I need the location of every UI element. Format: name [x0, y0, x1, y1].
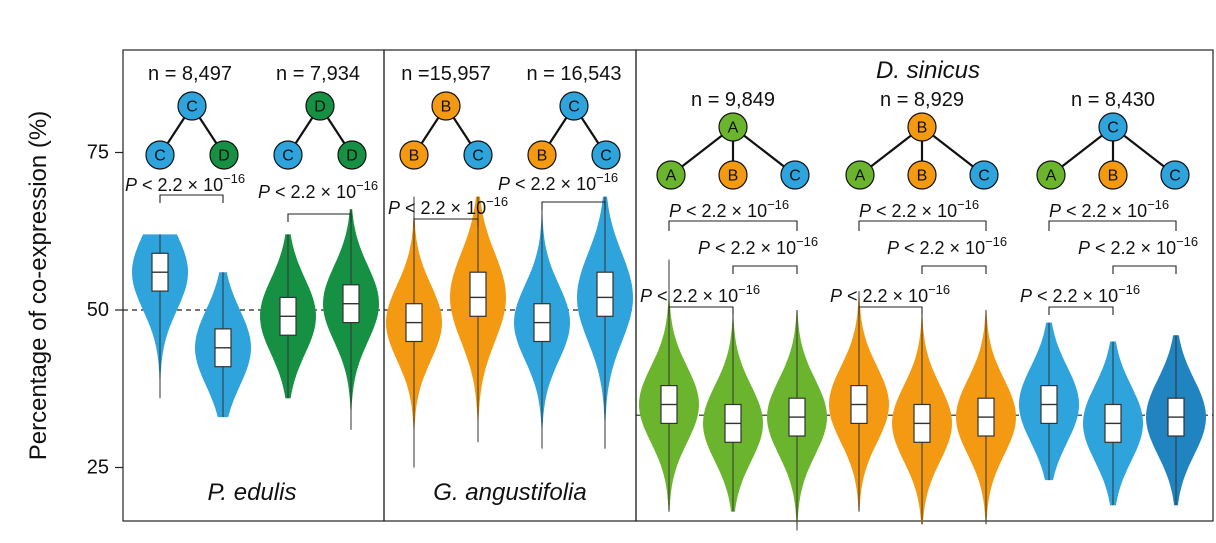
- panel-frame: [635, 49, 1214, 522]
- tree-node-B: [907, 160, 937, 190]
- tree-node-label: C: [600, 148, 612, 165]
- significance-bracket: [287, 213, 352, 222]
- y-tick-label: 50: [87, 299, 109, 321]
- tree-node-C: [177, 91, 207, 121]
- tree-node-A: [656, 160, 686, 190]
- tree-node-A: [1036, 160, 1066, 190]
- y-tick-label: 25: [87, 457, 109, 479]
- species-label: P. edulis: [208, 479, 297, 506]
- y-axis-label: Percentage of co-expression (%): [25, 111, 52, 461]
- significance-bracket: [858, 306, 923, 315]
- significance-bracket: [541, 201, 606, 210]
- pvalue-label: P < 2.2 × 10−16: [1049, 197, 1169, 221]
- tree-node-B: [527, 140, 557, 170]
- tree-node-label: D: [314, 99, 326, 116]
- pvalue-label: P < 2.2 × 10−16: [125, 171, 245, 195]
- y-tick-label: 75: [87, 142, 109, 164]
- tree-node-label: D: [346, 148, 358, 165]
- significance-bracket: [1112, 265, 1177, 274]
- pvalue-label: P < 2.2 × 10−16: [669, 197, 789, 221]
- tree-node-label: B: [917, 168, 928, 185]
- tree-node-label: B: [441, 99, 452, 116]
- tree-node-label: C: [472, 148, 484, 165]
- significance-bracket: [668, 220, 798, 231]
- pvalue-label: P < 2.2 × 10−16: [640, 282, 760, 306]
- tree-node-C: [1098, 112, 1128, 142]
- significance-bracket: [413, 218, 479, 227]
- tree-node-label: B: [537, 148, 548, 165]
- tree-node-label: C: [789, 168, 801, 185]
- n-label: n = 8,430: [1071, 89, 1155, 111]
- significance-bracket: [858, 220, 987, 231]
- tree-node-C: [559, 91, 589, 121]
- tree-node-C: [969, 160, 999, 190]
- tree-node-B: [399, 140, 429, 170]
- tree-node-label: C: [568, 99, 580, 116]
- tree-node-label: C: [186, 99, 198, 116]
- species-label: D. sinicus: [876, 57, 980, 84]
- n-label: n = 8,929: [880, 89, 964, 111]
- tree-node-label: A: [728, 120, 739, 137]
- tree-node-B: [718, 160, 748, 190]
- n-label: n =15,957: [401, 63, 491, 85]
- n-label: n = 9,849: [691, 89, 775, 111]
- pvalue-label: P < 2.2 × 10−16: [698, 234, 818, 258]
- pvalue-label: P < 2.2 × 10−16: [258, 178, 378, 202]
- tree-node-C: [591, 140, 621, 170]
- species-label: G. angustifolia: [433, 479, 586, 506]
- tree-node-label: C: [282, 148, 294, 165]
- tree-node-D: [209, 140, 239, 170]
- tree-node-label: C: [1107, 120, 1119, 137]
- tree-node-C: [1160, 160, 1190, 190]
- tree-node-label: D: [218, 148, 230, 165]
- pvalue-label: P < 2.2 × 10−16: [1078, 234, 1198, 258]
- tree-node-label: A: [1046, 168, 1057, 185]
- n-label: n = 7,934: [276, 63, 360, 85]
- tree-node-A: [718, 112, 748, 142]
- pvalue-label: P < 2.2 × 10−16: [498, 170, 618, 194]
- significance-bracket: [668, 306, 734, 315]
- tree-node-label: A: [666, 168, 677, 185]
- pvalue-label: P < 2.2 × 10−16: [859, 197, 979, 221]
- tree-node-label: A: [855, 168, 866, 185]
- significance-bracket: [159, 194, 224, 203]
- tree-node-C: [780, 160, 810, 190]
- significance-bracket: [1048, 306, 1114, 315]
- pvalue-label: P < 2.2 × 10−16: [887, 234, 1007, 258]
- pvalue-label: P < 2.2 × 10−16: [388, 194, 508, 218]
- tree-node-D: [305, 91, 335, 121]
- tree-node-label: B: [1108, 168, 1119, 185]
- tree-node-B: [1098, 160, 1128, 190]
- n-label: n = 8,497: [148, 63, 232, 85]
- tree-node-label: C: [1169, 168, 1181, 185]
- pvalue-label: P < 2.2 × 10−16: [830, 282, 950, 306]
- n-label: n = 16,543: [526, 63, 621, 85]
- tree-node-label: B: [728, 168, 739, 185]
- tree-node-C: [273, 140, 303, 170]
- pvalue-label: P < 2.2 × 10−16: [1020, 282, 1140, 306]
- tree-node-B: [431, 91, 461, 121]
- tree-node-D: [337, 140, 367, 170]
- tree-node-label: B: [409, 148, 420, 165]
- tree-node-C: [463, 140, 493, 170]
- box: [596, 271, 614, 317]
- significance-bracket: [732, 265, 798, 274]
- significance-bracket: [921, 265, 987, 274]
- tree-node-label: C: [978, 168, 990, 185]
- tree-node-B: [907, 112, 937, 142]
- box: [469, 271, 487, 317]
- tree-node-A: [845, 160, 875, 190]
- tree-node-C: [145, 140, 175, 170]
- tree-node-label: C: [154, 148, 166, 165]
- significance-bracket: [1048, 220, 1177, 231]
- tree-node-label: B: [917, 120, 928, 137]
